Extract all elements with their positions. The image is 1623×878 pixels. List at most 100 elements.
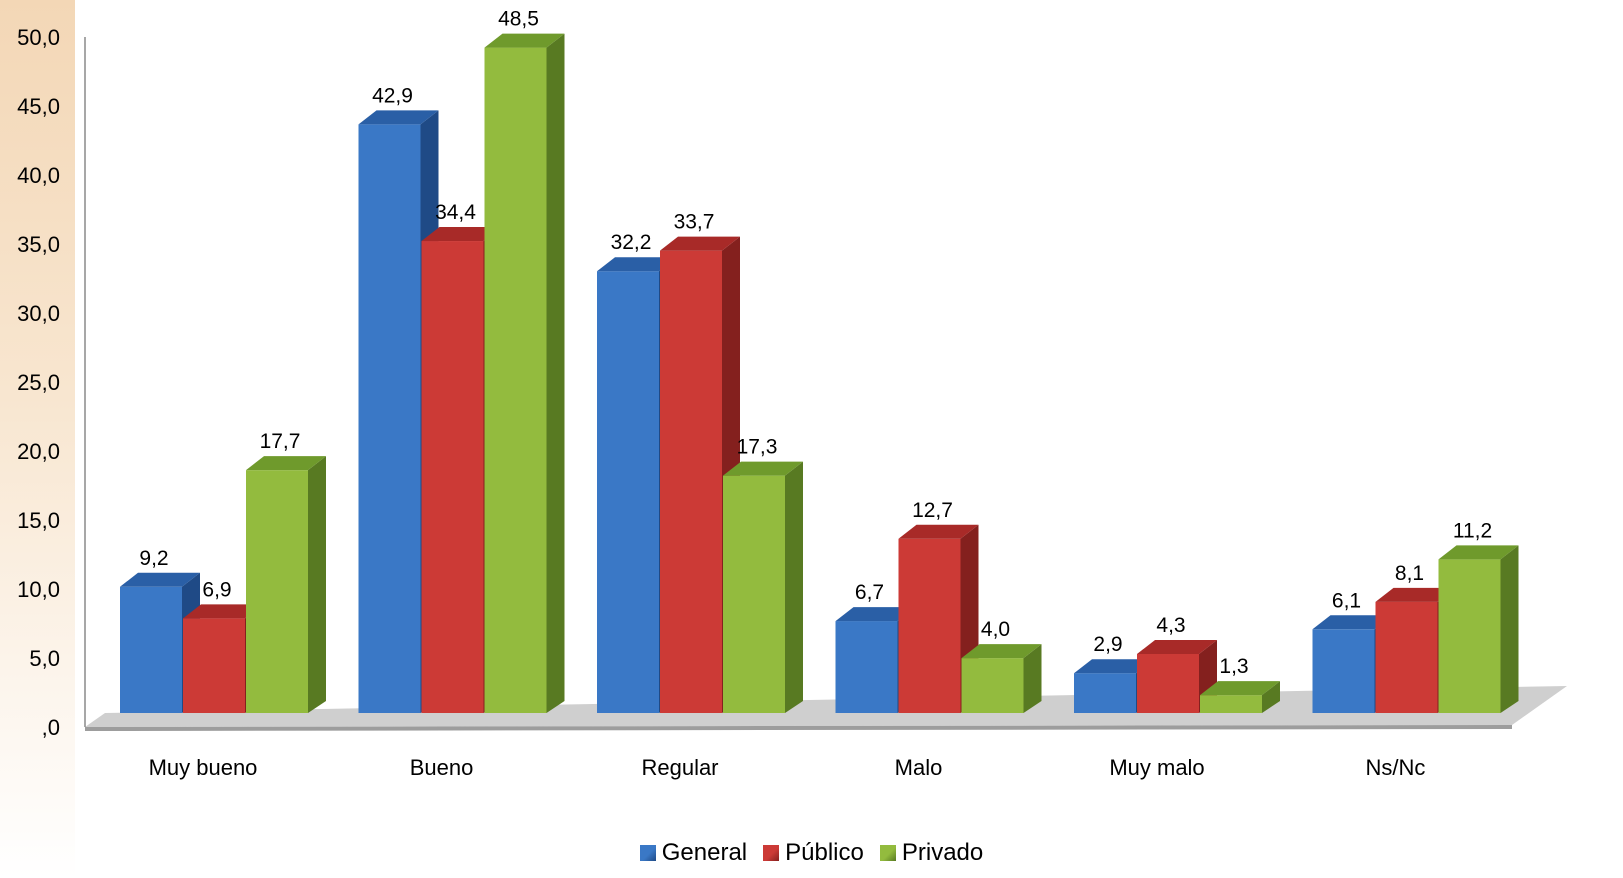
bar-top	[120, 572, 200, 587]
bar-top	[246, 456, 326, 471]
legend-swatch	[639, 845, 656, 861]
legend: General Público Privado	[0, 836, 1623, 870]
data-label: 8,1	[1395, 562, 1424, 585]
bar-top	[898, 524, 979, 539]
bar-front	[484, 47, 547, 713]
bar-side	[308, 456, 326, 713]
data-label: 42,9	[372, 84, 413, 107]
legend-item-público: Público	[763, 839, 864, 867]
bar-front	[1375, 601, 1438, 713]
bar-front	[358, 124, 421, 714]
y-tick-label: ,0	[42, 715, 60, 740]
bar-front	[961, 658, 1024, 713]
data-label: 6,1	[1332, 589, 1361, 612]
data-labels: 9,2 6,9 17,7 42,9 34,4 48,5 32,2 33,7 17,3 6,7 12,…	[139, 8, 1492, 679]
bar-front	[246, 470, 308, 713]
bar-top	[835, 607, 916, 622]
bars	[120, 33, 1519, 714]
bar-front	[660, 250, 722, 714]
bar-front	[835, 621, 898, 713]
bar-side	[785, 461, 803, 713]
legend-label: General	[661, 839, 748, 866]
bar-front	[1200, 695, 1262, 713]
bar-front	[421, 241, 484, 714]
y-tick-label: 35,0	[17, 232, 60, 257]
side-decoration	[0, 0, 75, 878]
bar-front	[1137, 654, 1199, 713]
data-label: 48,5	[498, 8, 539, 31]
bar-front	[1438, 559, 1501, 713]
y-tick-label: 40,0	[17, 163, 60, 188]
category-labels: Muy bueno Bueno Regular Malo Muy malo Ns/Nc	[149, 755, 1426, 780]
y-tick-label: 15,0	[17, 508, 60, 533]
legend-item-privado: Privado	[879, 839, 984, 867]
y-tick-label: 10,0	[17, 577, 60, 602]
data-label: 17,7	[260, 430, 301, 453]
bar-side	[1262, 681, 1280, 713]
category-label: Bueno	[410, 755, 474, 780]
bar-front	[723, 475, 785, 713]
bar-side	[1500, 545, 1519, 713]
bar-front	[120, 586, 182, 713]
data-label: 6,7	[855, 581, 884, 604]
bar-público-2	[660, 236, 740, 714]
bar-front	[1074, 673, 1136, 713]
category-label: Regular	[641, 755, 718, 780]
bar-privado-2	[723, 461, 803, 713]
bar-front	[1312, 629, 1375, 713]
data-label: 33,7	[674, 211, 715, 234]
y-tick-label: 45,0	[17, 94, 60, 119]
bar-privado-1	[484, 33, 565, 713]
bar-side	[546, 33, 565, 713]
bar-top	[723, 461, 803, 476]
bar-front	[597, 271, 659, 713]
data-label: 2,9	[1093, 633, 1122, 656]
bar-top	[1200, 681, 1280, 696]
bar-top	[1312, 615, 1393, 630]
bar-top	[183, 604, 263, 619]
data-label: 32,2	[611, 231, 652, 254]
bar-top	[1375, 587, 1456, 602]
bar-privado-0	[246, 456, 326, 713]
bar-top	[597, 257, 677, 272]
legend-item-general: General	[639, 839, 748, 867]
data-label: 11,2	[1453, 519, 1492, 542]
bar-top	[1438, 545, 1519, 560]
legend-swatch	[763, 845, 780, 861]
data-label: 12,7	[912, 499, 953, 522]
bar-top	[1074, 659, 1154, 674]
category-label: Muy bueno	[149, 755, 258, 780]
category-label: Muy malo	[1109, 755, 1204, 780]
bar-top	[358, 110, 439, 125]
y-tick-label: 20,0	[17, 439, 60, 464]
legend-swatch	[879, 845, 896, 861]
bar-top	[484, 33, 565, 48]
data-label: 6,9	[202, 578, 231, 601]
y-tick-label: 5,0	[29, 646, 60, 671]
bar-front	[898, 538, 961, 713]
y-axis: ,0 5,0 10,0 15,0 20,0 25,0 30,0 35,0 40,0 45,0 50,…	[17, 25, 86, 740]
floor-front	[85, 725, 1512, 731]
y-tick-label: 25,0	[17, 370, 60, 395]
bar-front	[183, 618, 245, 713]
category-label: Malo	[895, 755, 943, 780]
data-label: 9,2	[139, 547, 168, 570]
bar-side	[1023, 644, 1042, 713]
bar-privado-3	[961, 644, 1042, 713]
bar-top	[961, 644, 1042, 659]
bar-top	[1137, 640, 1217, 655]
bar-top	[660, 236, 740, 251]
bar-privado-5	[1438, 545, 1519, 713]
category-label: Ns/Nc	[1366, 755, 1426, 780]
data-label: 17,3	[737, 436, 778, 459]
bar-top	[421, 227, 502, 242]
bar-privado-4	[1200, 681, 1280, 713]
data-label: 34,4	[435, 201, 476, 224]
y-tick-label: 30,0	[17, 301, 60, 326]
data-label: 1,3	[1219, 655, 1248, 678]
y-tick-label: 50,0	[17, 25, 60, 50]
legend-label: Privado	[901, 839, 984, 866]
data-label: 4,3	[1156, 614, 1185, 637]
legend-label: Público	[785, 839, 864, 866]
